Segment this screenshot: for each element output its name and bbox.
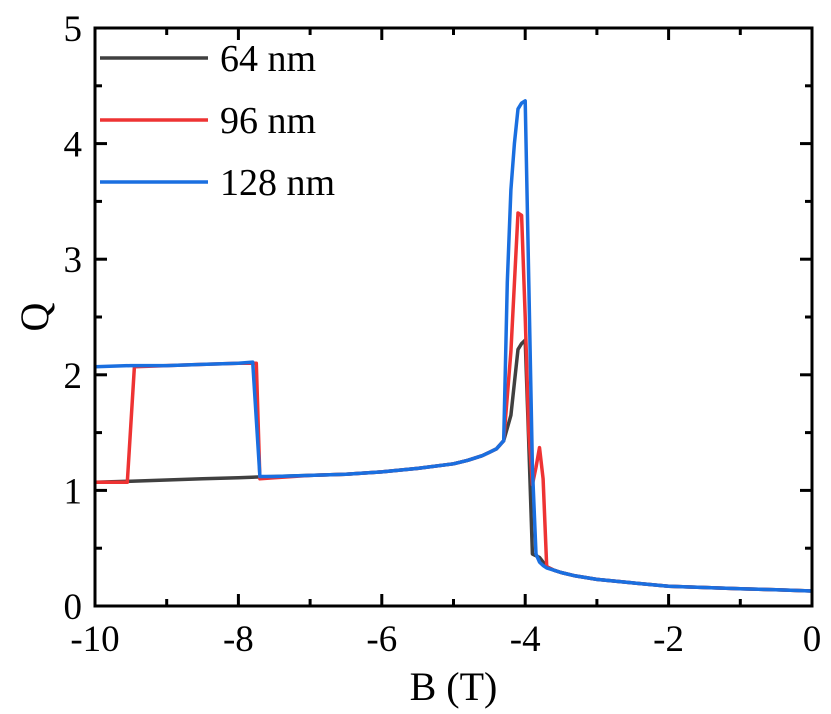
series-line-128-nm <box>94 99 813 593</box>
series-layer <box>94 99 813 593</box>
legend-label: 128 nm <box>220 162 335 204</box>
y-tick-label: 1 <box>64 471 83 512</box>
x-axis-title: B (T) <box>410 664 498 709</box>
legend: 64 nm 96 nm 128 nm <box>100 38 335 204</box>
x-tick-label: -4 <box>510 619 541 660</box>
y-tick-label: 4 <box>64 125 83 166</box>
y-tick-label: 0 <box>64 587 83 628</box>
legend-label: 96 nm <box>220 100 316 142</box>
ticks-layer: -10 -8 -6 -4 -2 0 0 1 2 3 4 5 <box>64 9 822 660</box>
x-tick-label: -10 <box>70 619 119 660</box>
y-tick-label: 2 <box>64 356 83 397</box>
series-line-96-nm <box>95 211 813 593</box>
x-tick-label: -2 <box>653 619 684 660</box>
y-tick-label: 3 <box>64 240 83 281</box>
x-tick-label: -6 <box>366 619 397 660</box>
x-tick-label: 0 <box>803 619 822 660</box>
plot-frame <box>93 26 814 608</box>
y-axis-title: Q <box>12 302 57 331</box>
legend-label: 64 nm <box>220 38 316 80</box>
y-tick-label: 5 <box>64 9 83 50</box>
x-tick-label: -8 <box>223 619 254 660</box>
